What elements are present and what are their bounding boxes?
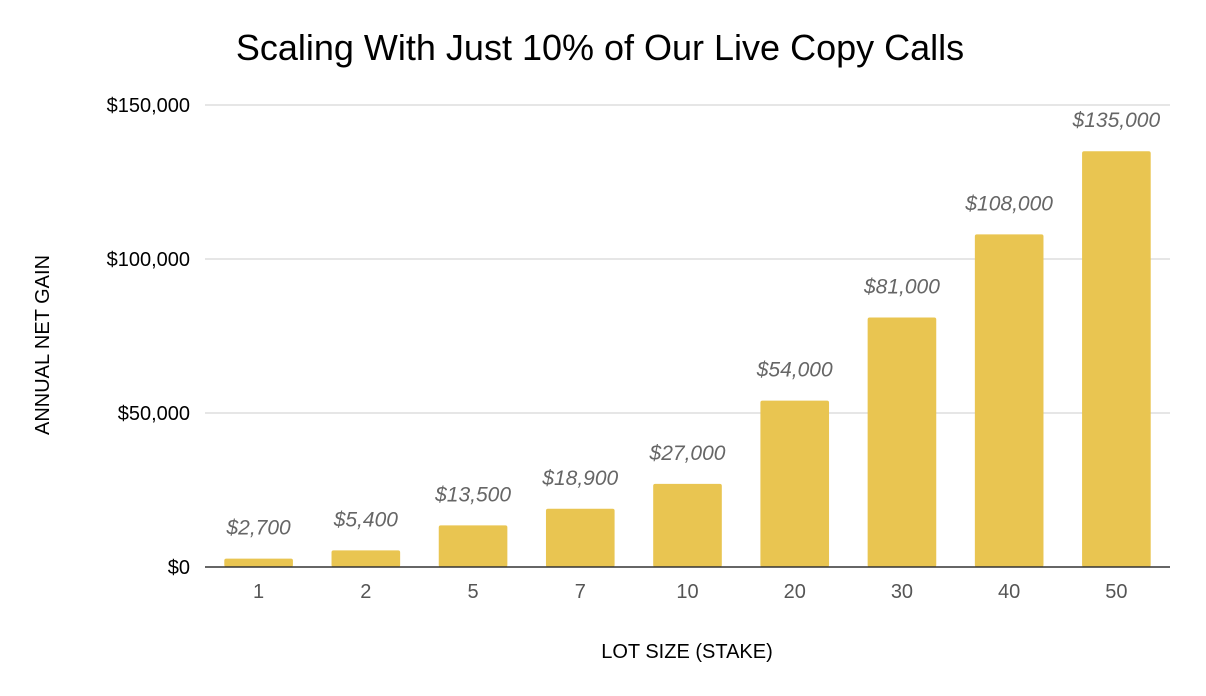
bar-50: [1082, 151, 1151, 567]
x-tick-label-7: 7: [575, 581, 586, 603]
bar-10: [653, 483, 722, 567]
data-label-5: $13,500: [434, 483, 511, 506]
x-tick-label-50: 50: [1105, 581, 1127, 603]
y-tick-label: $0: [168, 557, 190, 579]
bar-7: [545, 508, 615, 567]
bar-20: [760, 400, 830, 567]
x-axis-title: LOT SIZE (STAKE): [601, 641, 773, 663]
x-tick-label-40: 40: [998, 581, 1020, 603]
data-label-7: $18,900: [541, 467, 618, 490]
y-axis-ticks: $0 $50,000 $100,000 $150,000: [107, 95, 190, 579]
data-label-20: $54,000: [756, 359, 833, 382]
data-label-1: $2,700: [225, 517, 291, 540]
data-label-40: $108,000: [964, 192, 1053, 215]
y-tick-label: $50,000: [118, 403, 190, 425]
data-label-2: $5,400: [333, 508, 399, 531]
chart-title: Scaling With Just 10% of Our Live Copy C…: [236, 27, 964, 68]
y-tick-label: $100,000: [107, 249, 190, 271]
bar-40: [974, 234, 1044, 568]
x-tick-label-10: 10: [676, 581, 698, 603]
x-axis-ticks: 1 2 5 7 10 20 30 40 50: [253, 581, 1127, 603]
bar-2: [331, 550, 401, 567]
x-tick-label-20: 20: [784, 581, 806, 603]
data-label-50: $135,000: [1072, 109, 1161, 132]
x-tick-label-2: 2: [360, 581, 371, 603]
bar-1: [224, 558, 293, 567]
bar-30: [867, 317, 937, 567]
y-tick-label: $150,000: [107, 95, 190, 117]
y-axis-title: ANNUAL NET GAIN: [32, 255, 54, 435]
x-tick-label-1: 1: [253, 581, 264, 603]
bar-5: [438, 525, 508, 567]
data-label-30: $81,000: [863, 276, 940, 299]
bars: [224, 151, 1151, 568]
data-label-10: $27,000: [649, 442, 726, 465]
x-tick-label-5: 5: [467, 581, 478, 603]
x-tick-label-30: 30: [891, 581, 913, 603]
data-labels: $2,700 $5,400 $13,500 $18,900 $27,000 $54,000…: [225, 109, 1160, 539]
